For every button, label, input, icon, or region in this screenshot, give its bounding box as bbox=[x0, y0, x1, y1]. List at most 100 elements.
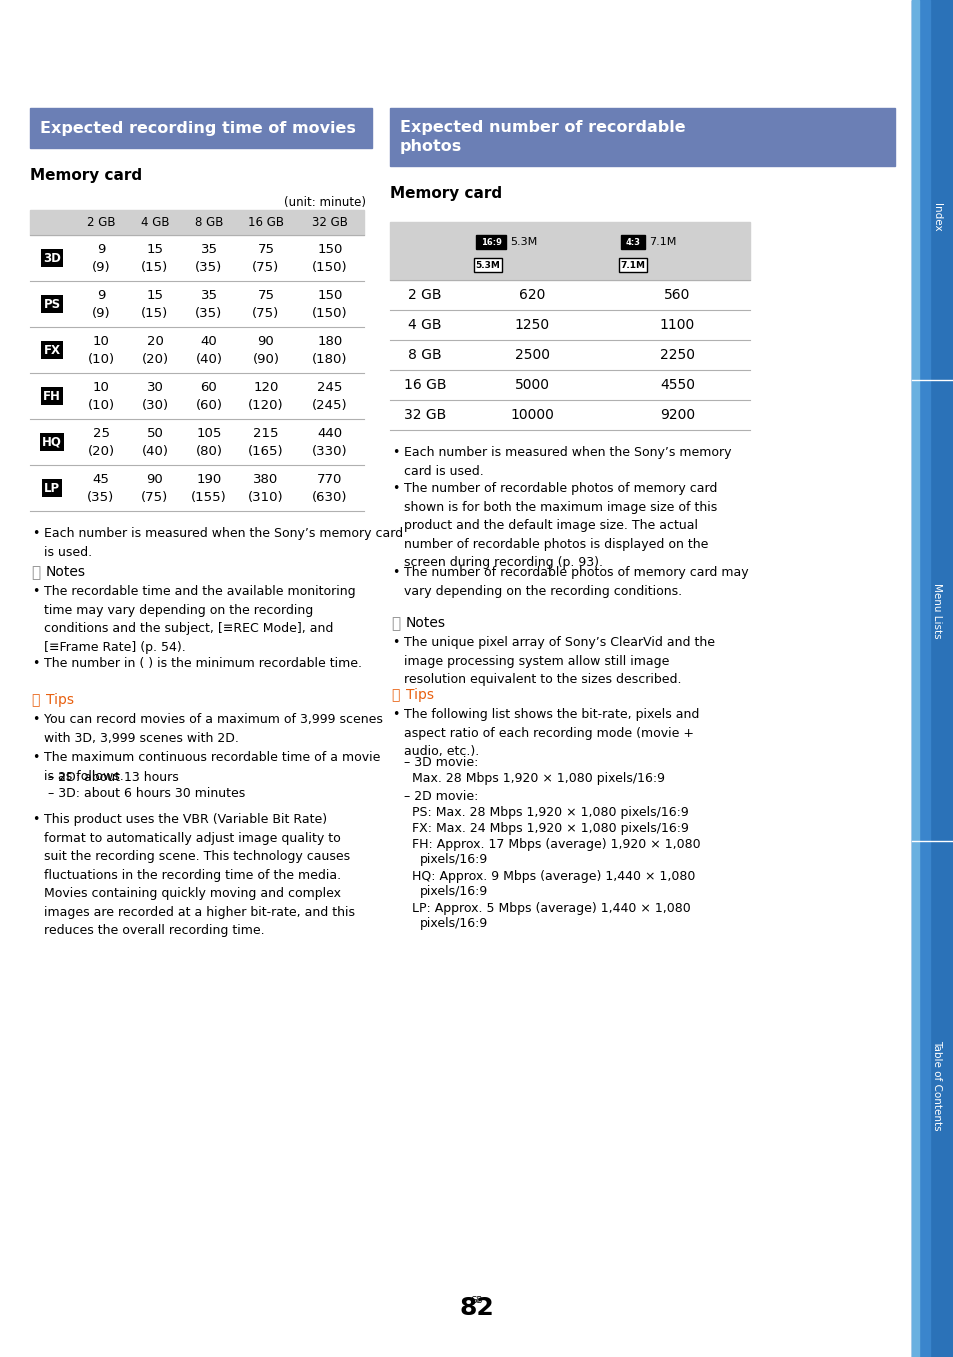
Text: 245: 245 bbox=[317, 380, 342, 394]
Text: – 3D: about 6 hours 30 minutes: – 3D: about 6 hours 30 minutes bbox=[48, 787, 245, 801]
Text: 9: 9 bbox=[96, 289, 105, 301]
Text: 4550: 4550 bbox=[659, 379, 695, 392]
Text: The following list shows the bit-rate, pixels and
aspect ratio of each recording: The following list shows the bit-rate, p… bbox=[403, 708, 699, 759]
Text: pixels/16:9: pixels/16:9 bbox=[419, 854, 488, 866]
Text: pixels/16:9: pixels/16:9 bbox=[419, 917, 488, 930]
Text: The recordable time and the available monitoring
time may vary depending on the : The recordable time and the available mo… bbox=[44, 585, 355, 654]
Text: (40): (40) bbox=[141, 445, 169, 457]
Text: •: • bbox=[32, 527, 39, 540]
Text: 10: 10 bbox=[92, 380, 110, 394]
Text: ⭗: ⭗ bbox=[391, 688, 399, 702]
Text: You can record movies of a maximum of 3,999 scenes
with 3D, 3,999 scenes with 2D: You can record movies of a maximum of 3,… bbox=[44, 712, 382, 745]
Text: (9): (9) bbox=[91, 307, 111, 319]
Text: 60: 60 bbox=[200, 380, 217, 394]
Text: 4 GB: 4 GB bbox=[408, 318, 441, 332]
Text: 770: 770 bbox=[317, 472, 342, 486]
Text: Memory card: Memory card bbox=[30, 168, 142, 183]
Text: The number in ( ) is the minimum recordable time.: The number in ( ) is the minimum recorda… bbox=[44, 657, 361, 670]
Text: 50: 50 bbox=[147, 426, 163, 440]
Text: 82: 82 bbox=[459, 1296, 494, 1320]
Bar bbox=[30, 109, 372, 148]
Text: 5000: 5000 bbox=[515, 379, 550, 392]
Text: – 2D movie:: – 2D movie: bbox=[403, 790, 477, 803]
Text: •: • bbox=[32, 712, 39, 726]
Text: (unit: minute): (unit: minute) bbox=[284, 195, 366, 209]
Text: The unique pixel array of Sony’s ClearVid and the
image processing system allow : The unique pixel array of Sony’s ClearVi… bbox=[403, 636, 714, 687]
Text: •: • bbox=[392, 446, 399, 459]
Text: (75): (75) bbox=[141, 490, 169, 503]
Text: 3D: 3D bbox=[43, 251, 61, 265]
Text: Tips: Tips bbox=[406, 688, 434, 702]
Bar bbox=[30, 210, 364, 235]
Bar bbox=[476, 235, 505, 248]
Text: HQ: Approx. 9 Mbps (average) 1,440 × 1,080: HQ: Approx. 9 Mbps (average) 1,440 × 1,0… bbox=[412, 870, 695, 883]
Text: •: • bbox=[392, 566, 399, 579]
Text: (15): (15) bbox=[141, 261, 169, 274]
Text: FX: Max. 24 Mbps 1,920 × 1,080 pixels/16:9: FX: Max. 24 Mbps 1,920 × 1,080 pixels/16… bbox=[412, 822, 688, 835]
Text: 9200: 9200 bbox=[659, 408, 695, 422]
Text: 16 GB: 16 GB bbox=[403, 379, 446, 392]
Text: •: • bbox=[392, 708, 399, 721]
Text: (15): (15) bbox=[141, 307, 169, 319]
Text: Table of Contents: Table of Contents bbox=[931, 1041, 941, 1130]
Text: 105: 105 bbox=[196, 426, 221, 440]
Text: 32 GB: 32 GB bbox=[312, 216, 348, 229]
Text: FX: FX bbox=[44, 343, 60, 357]
Text: 7.1M: 7.1M bbox=[648, 237, 676, 247]
Text: (155): (155) bbox=[191, 490, 227, 503]
Text: 560: 560 bbox=[663, 288, 690, 303]
Text: (180): (180) bbox=[312, 353, 348, 365]
Text: (10): (10) bbox=[88, 353, 114, 365]
Text: 1100: 1100 bbox=[659, 318, 695, 332]
Text: PS: Max. 28 Mbps 1,920 × 1,080 pixels/16:9: PS: Max. 28 Mbps 1,920 × 1,080 pixels/16… bbox=[412, 806, 688, 820]
Text: (10): (10) bbox=[88, 399, 114, 411]
Bar bbox=[390, 109, 894, 166]
Text: FH: Approx. 17 Mbps (average) 1,920 × 1,080: FH: Approx. 17 Mbps (average) 1,920 × 1,… bbox=[412, 839, 700, 851]
Text: (20): (20) bbox=[141, 353, 169, 365]
Text: •: • bbox=[32, 750, 39, 764]
Text: 20: 20 bbox=[147, 334, 163, 347]
Text: 10: 10 bbox=[92, 334, 110, 347]
Text: 8 GB: 8 GB bbox=[194, 216, 223, 229]
Text: 45: 45 bbox=[92, 472, 110, 486]
Text: ⭗: ⭗ bbox=[30, 693, 39, 707]
Text: PS: PS bbox=[44, 297, 60, 311]
Text: 620: 620 bbox=[518, 288, 545, 303]
Bar bbox=[618, 258, 646, 271]
Text: (75): (75) bbox=[253, 307, 279, 319]
Text: 8 GB: 8 GB bbox=[408, 347, 441, 362]
Text: 16 GB: 16 GB bbox=[248, 216, 284, 229]
Text: – 2D: about 13 hours: – 2D: about 13 hours bbox=[48, 771, 178, 784]
Text: 150: 150 bbox=[317, 243, 342, 255]
Text: (150): (150) bbox=[312, 261, 348, 274]
Text: 190: 190 bbox=[196, 472, 221, 486]
Text: Notes: Notes bbox=[406, 616, 446, 630]
Text: (60): (60) bbox=[195, 399, 222, 411]
Text: 180: 180 bbox=[317, 334, 342, 347]
Text: Menu Lists: Menu Lists bbox=[931, 584, 941, 638]
Text: •: • bbox=[392, 482, 399, 495]
Text: (310): (310) bbox=[248, 490, 283, 503]
Bar bbox=[911, 0, 953, 1357]
Text: 10000: 10000 bbox=[510, 408, 554, 422]
Bar bbox=[620, 235, 644, 248]
Text: Expected number of recordable
photos: Expected number of recordable photos bbox=[399, 119, 685, 155]
Text: 440: 440 bbox=[317, 426, 342, 440]
Text: LP: LP bbox=[44, 482, 60, 494]
Text: 215: 215 bbox=[253, 426, 278, 440]
Text: ⓘ: ⓘ bbox=[30, 565, 40, 579]
Text: 2500: 2500 bbox=[515, 347, 550, 362]
Text: pixels/16:9: pixels/16:9 bbox=[419, 885, 488, 898]
Text: (630): (630) bbox=[312, 490, 348, 503]
Text: 4:3: 4:3 bbox=[625, 237, 639, 247]
Text: 75: 75 bbox=[257, 289, 274, 301]
Text: (120): (120) bbox=[248, 399, 283, 411]
Text: (165): (165) bbox=[248, 445, 283, 457]
Text: Index: Index bbox=[931, 202, 941, 232]
Text: (330): (330) bbox=[312, 445, 348, 457]
Text: 2 GB: 2 GB bbox=[87, 216, 115, 229]
Text: (35): (35) bbox=[195, 261, 222, 274]
Text: •: • bbox=[32, 813, 39, 826]
Text: (80): (80) bbox=[195, 445, 222, 457]
Text: 1250: 1250 bbox=[515, 318, 550, 332]
